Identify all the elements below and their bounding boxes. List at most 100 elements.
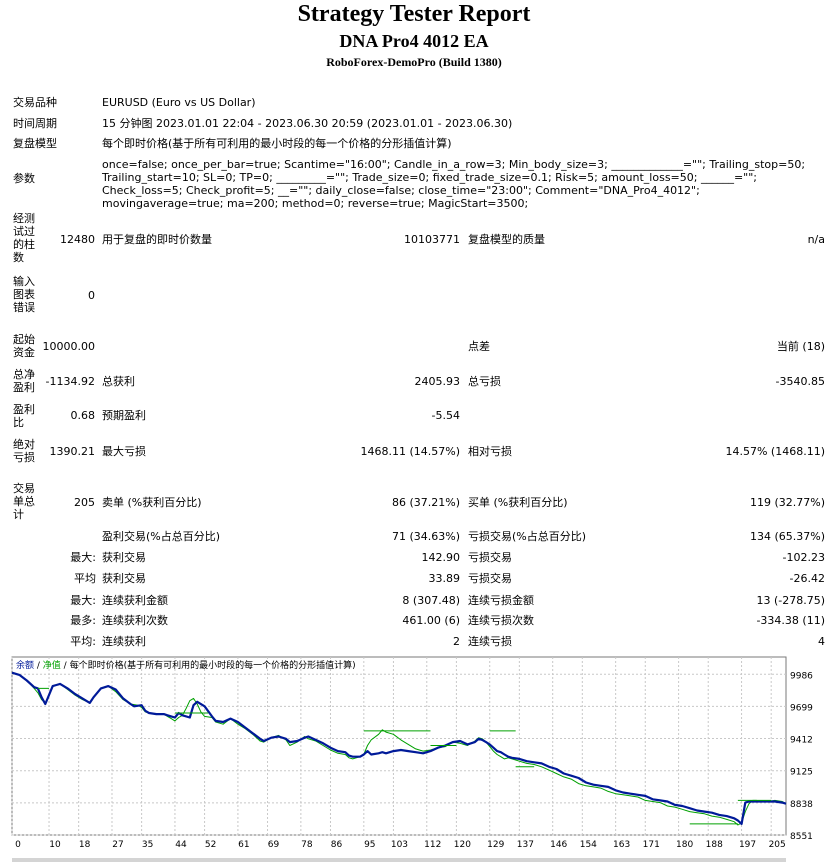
symbol-value: EURUSD (Euro vs US Dollar) <box>102 96 256 109</box>
max-cons-prefix: 最大: <box>70 594 96 607</box>
params-label: 参数 <box>13 172 35 185</box>
chart-legend: 余额 / 净值 / 每个即时价格(基于所有可利用的最小时段的每一个价格的分形插值… <box>16 659 356 671</box>
cons-loss-value: -334.38 (11) <box>756 614 825 627</box>
x-tick-label: 120 <box>454 840 471 850</box>
quality-label: 复盘模型的质量 <box>468 233 545 246</box>
x-tick-label: 137 <box>517 840 534 850</box>
avg-losses-label: 连续亏损 <box>468 635 512 648</box>
legend-equity: 净值 <box>43 659 61 671</box>
trades-label: 交易单总计 <box>13 482 35 521</box>
x-tick-label: 86 <box>331 840 343 850</box>
ticks-label: 用于复盘的即时价数量 <box>102 233 212 246</box>
x-tick-label: 171 <box>643 840 660 850</box>
chart-scrollbar[interactable] <box>12 858 786 862</box>
payoff-label: 预期盈利 <box>102 409 146 422</box>
bars-value: 12480 <box>60 233 95 246</box>
y-tick-label: 9699 <box>790 703 813 713</box>
errors-value: 0 <box>88 289 95 302</box>
spread-value: 当前 (18) <box>776 340 825 353</box>
x-tick-label: 52 <box>205 840 216 850</box>
x-tick-label: 61 <box>238 840 249 850</box>
x-tick-label: 78 <box>301 840 313 850</box>
model-label: 复盘模型 <box>13 137 57 150</box>
balance-line <box>11 671 787 825</box>
avg-wins-value: 2 <box>453 635 460 648</box>
loss-trades-label: 亏损交易(%占总百分比) <box>468 530 587 543</box>
cons-losses-label: 连续亏损金额 <box>468 594 534 607</box>
x-tick-label: 69 <box>268 840 280 850</box>
rel-dd-label: 相对亏损 <box>468 445 512 458</box>
largest-profit-value: 142.90 <box>421 551 461 564</box>
cons-losses-value: 13 (-278.75) <box>756 594 825 607</box>
bars-label: 经测试过的柱数 <box>13 212 35 264</box>
deposit-value: 10000.00 <box>42 340 96 353</box>
trades-value: 205 <box>74 496 95 509</box>
period-value: 15 分钟图 2023.01.01 22:04 - 2023.06.30 20:… <box>102 117 513 130</box>
x-tick-label: 103 <box>391 840 408 850</box>
cons-profit-label: 连续获利次数 <box>102 614 168 627</box>
y-tick-label: 8838 <box>790 800 813 810</box>
avg-losses-value: 4 <box>818 635 825 648</box>
ea-name: DNA Pro4 4012 EA <box>339 31 489 51</box>
x-tick-label: 188 <box>706 840 723 850</box>
x-tick-label: 129 <box>487 840 504 850</box>
x-tick-label: 27 <box>112 840 123 850</box>
cons-wins-value: 8 (307.48) <box>402 594 460 607</box>
chart-frame <box>11 656 787 836</box>
spread-label: 点差 <box>468 340 490 353</box>
gross-loss-label: 总亏损 <box>468 375 501 388</box>
payoff-value: -5.54 <box>431 409 460 422</box>
short-label: 卖单 (%获利百分比) <box>102 496 202 509</box>
legend-model: 每个即时价格(基于所有可利用的最小时段的每一个价格的分形插值计算) <box>70 659 356 671</box>
profit-trades-value: 71 (34.63%) <box>391 530 460 543</box>
period-label: 时间周期 <box>13 117 57 130</box>
x-tick-label: 112 <box>424 840 441 850</box>
max-dd-value: 1468.11 (14.57%) <box>360 445 460 458</box>
avg-loss-value: -26.42 <box>789 572 825 585</box>
x-tick-label: 180 <box>676 840 693 850</box>
largest-profit-label: 获利交易 <box>102 551 146 564</box>
loss-trades-value: 134 (65.37%) <box>749 530 825 543</box>
gross-loss-value: -3540.85 <box>775 375 825 388</box>
x-tick-label: 18 <box>79 840 91 850</box>
x-tick-label: 163 <box>613 840 630 850</box>
largest-loss-label: 亏损交易 <box>468 551 512 564</box>
rel-dd-value: 14.57% (1468.11) <box>725 445 825 458</box>
dd-value: 1390.21 <box>49 445 96 458</box>
legend-balance: 余额 <box>16 659 34 671</box>
x-tick-label: 44 <box>175 840 187 850</box>
server-name: RoboForex-DemoPro (Build 1380) <box>326 55 502 69</box>
x-tick-label: 95 <box>364 840 375 850</box>
params-value: once=false; once_per_bar=true; Scantime=… <box>102 158 806 210</box>
quality-value: n/a <box>807 233 825 246</box>
x-axis-ticks: 0 10 18 27 35 44 52 61 69 78 86 95 103 112 120 129 137 14… <box>15 840 786 850</box>
dd-label: 绝对亏损 <box>13 438 35 464</box>
x-tick-label: 146 <box>550 840 567 850</box>
cons-wins-label: 连续获利金额 <box>102 594 168 607</box>
y-tick-label: 8551 <box>790 832 813 842</box>
net-value: -1134.92 <box>45 375 95 388</box>
largest-loss-value: -102.23 <box>782 551 825 564</box>
average-prefix: 平均 <box>74 572 96 585</box>
most-prefix: 最多: <box>70 614 96 627</box>
avg-cons-prefix: 平均: <box>70 635 96 648</box>
ticks-value: 10103771 <box>404 233 460 246</box>
short-value: 86 (37.21%) <box>391 496 460 509</box>
y-tick-label: 9986 <box>790 671 813 681</box>
pf-value: 0.68 <box>70 409 96 422</box>
largest-prefix: 最大: <box>70 551 96 564</box>
x-tick-label: 10 <box>49 840 61 850</box>
x-tick-label: 205 <box>769 840 786 850</box>
avg-loss-label: 亏损交易 <box>468 572 512 585</box>
pf-label: 盈利比 <box>13 403 35 429</box>
y-axis-ticks: 9986 9699 9412 9125 8838 8551 <box>790 671 813 842</box>
x-tick-label: 197 <box>739 840 756 850</box>
x-tick-label: 154 <box>580 840 597 850</box>
x-tick-label: 0 <box>15 840 21 850</box>
model-value: 每个即时价格(基于所有可利用的最小时段的每一个价格的分形插值计算) <box>102 137 452 150</box>
chart-grid <box>11 657 786 836</box>
y-tick-label: 9412 <box>790 736 813 746</box>
gross-profit-value: 2405.93 <box>414 375 461 388</box>
long-label: 买单 (%获利百分比) <box>468 496 568 509</box>
report-title: Strategy Tester Report <box>297 1 531 27</box>
